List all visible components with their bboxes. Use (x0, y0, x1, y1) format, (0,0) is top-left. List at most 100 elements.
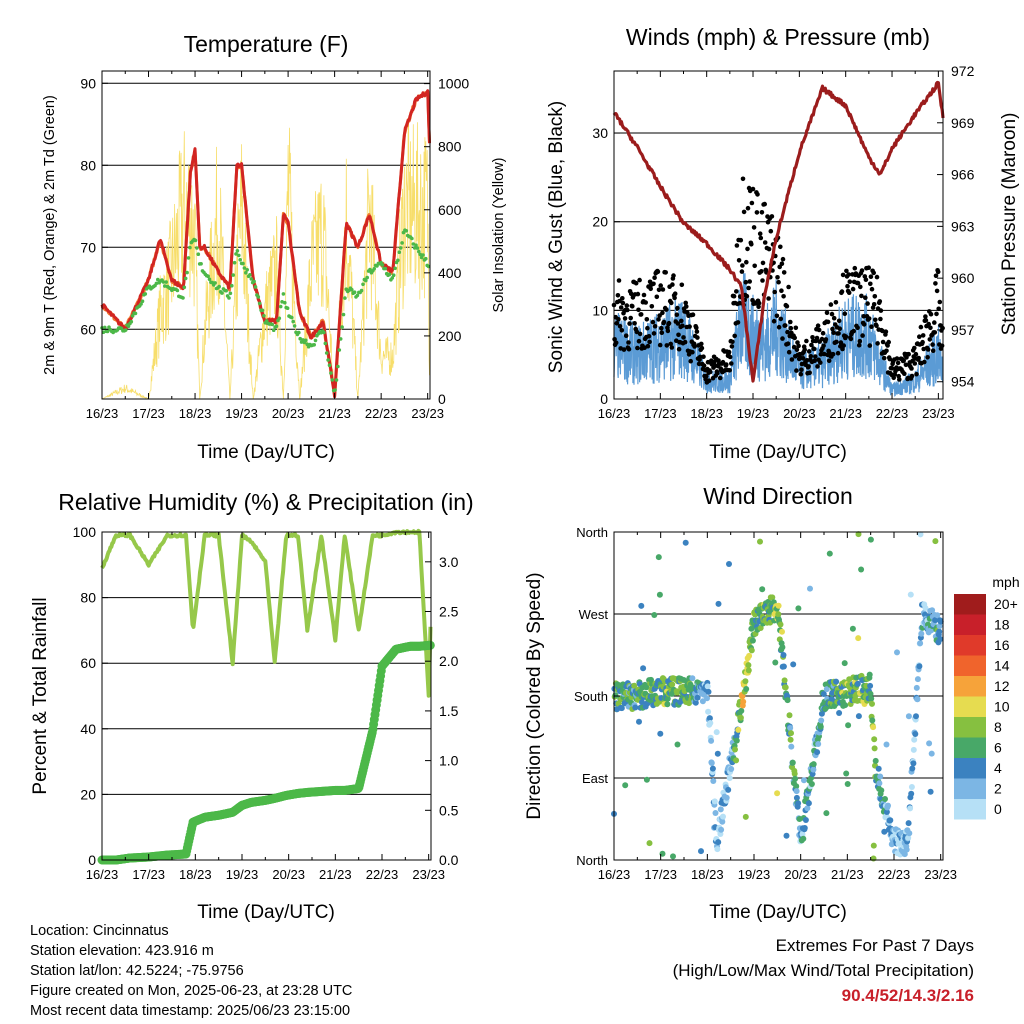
direction-point (706, 715, 713, 722)
gust-point (840, 272, 846, 278)
direction-point (878, 787, 885, 794)
gust-point (855, 325, 860, 331)
direction-point (715, 839, 722, 846)
gust-point (778, 316, 784, 322)
dewpoint-point (341, 312, 346, 317)
dewpoint-point (133, 311, 138, 316)
gust-point (831, 330, 836, 336)
gust-point (894, 356, 900, 361)
dewpoint-point (298, 336, 303, 341)
gust-point (646, 334, 652, 339)
direction-point (885, 802, 891, 809)
x-tick-label: 20/23 (272, 867, 305, 882)
legend-swatch (954, 635, 986, 656)
direction-plot-area (611, 531, 944, 862)
direction-point (867, 690, 874, 697)
dewpoint-point (290, 315, 294, 320)
direction-point (871, 745, 878, 752)
dewpoint-point (281, 292, 286, 296)
direction-point (802, 817, 809, 823)
direction-point (908, 790, 915, 797)
dewpoint-point (270, 322, 275, 327)
direction-point (780, 663, 787, 670)
x-tick-label: 16/23 (598, 406, 631, 421)
x-tick-label: 22/23 (365, 406, 398, 421)
direction-point (814, 749, 821, 756)
direction-point (877, 773, 884, 780)
gust-point (865, 301, 870, 306)
gust-point (779, 261, 785, 267)
gust-point (889, 366, 895, 371)
dewpoint-point (350, 287, 354, 292)
gust-point (652, 275, 657, 281)
dewpoint-point (193, 238, 198, 243)
legend-label: 12 (994, 678, 1010, 694)
dewpoint-point (380, 263, 385, 267)
direction-point (737, 714, 744, 721)
y2-tick-label: 200 (438, 328, 462, 344)
station-pressure-line (612, 80, 945, 383)
direction-point (742, 813, 749, 820)
direction-point (807, 585, 813, 592)
direction-y-ticks: North East South West North (574, 525, 620, 868)
gust-point (727, 368, 732, 373)
y-tick-label: North (576, 853, 608, 868)
speed-color-legend: 20+ 18 16 14 12 10 8 6 4 2 0 (954, 594, 1018, 820)
gust-point (758, 235, 764, 241)
dewpoint-point (277, 316, 282, 321)
gust-point (843, 334, 849, 339)
dewpoint-point (417, 249, 421, 254)
gust-point (701, 354, 706, 360)
gust-point (912, 361, 918, 366)
gust-point (932, 320, 937, 325)
dewpoint-point (213, 281, 217, 285)
gust-point (856, 342, 862, 348)
gust-point (756, 300, 762, 306)
dewpoint-point (291, 319, 296, 324)
direction-point (757, 538, 763, 545)
direction-point (657, 730, 664, 737)
gust-point (668, 341, 673, 347)
direction-point (872, 757, 879, 764)
y-tick-label: 10 (592, 302, 608, 318)
gust-point (778, 244, 783, 250)
gust-point (884, 348, 889, 354)
dewpoint-point (260, 308, 265, 313)
direction-point (927, 788, 934, 795)
gust-point (643, 300, 648, 305)
gust-point (759, 269, 764, 274)
gust-point (628, 315, 633, 321)
y2-tick-label: 957 (951, 322, 975, 338)
x-tick-label: 19/23 (226, 867, 259, 882)
dewpoint-point (224, 288, 228, 293)
direction-point (779, 628, 785, 635)
legend-label: 6 (994, 740, 1002, 756)
direction-point (726, 775, 733, 781)
dewpoint-point (163, 284, 167, 288)
dewpoint-point (323, 341, 328, 346)
direction-point (689, 675, 696, 682)
gust-point (789, 357, 795, 362)
gust-point (697, 354, 703, 360)
legend-swatch (954, 799, 986, 820)
gust-point (769, 214, 775, 219)
dewpoint-point (292, 324, 297, 328)
direction-point (871, 736, 878, 743)
legend-swatch (954, 594, 986, 615)
direction-point (918, 630, 925, 637)
gust-point (760, 260, 766, 266)
gust-point (655, 269, 661, 275)
gust-point (887, 356, 893, 362)
extremes-box: Extremes For Past 7 Days (High/Low/Max W… (673, 933, 974, 1008)
x-tick-label: 20/23 (784, 867, 817, 882)
extremes-title: Extremes For Past 7 Days (775, 936, 974, 955)
legend-swatch (954, 778, 986, 799)
x-tick-label: 18/23 (179, 867, 212, 882)
gust-point (613, 340, 619, 346)
y-tick-label: West (579, 607, 609, 622)
gust-point (866, 265, 871, 271)
gust-point (663, 270, 668, 275)
gust-point (745, 205, 751, 211)
gust-point (744, 293, 750, 299)
direction-point (708, 737, 715, 744)
